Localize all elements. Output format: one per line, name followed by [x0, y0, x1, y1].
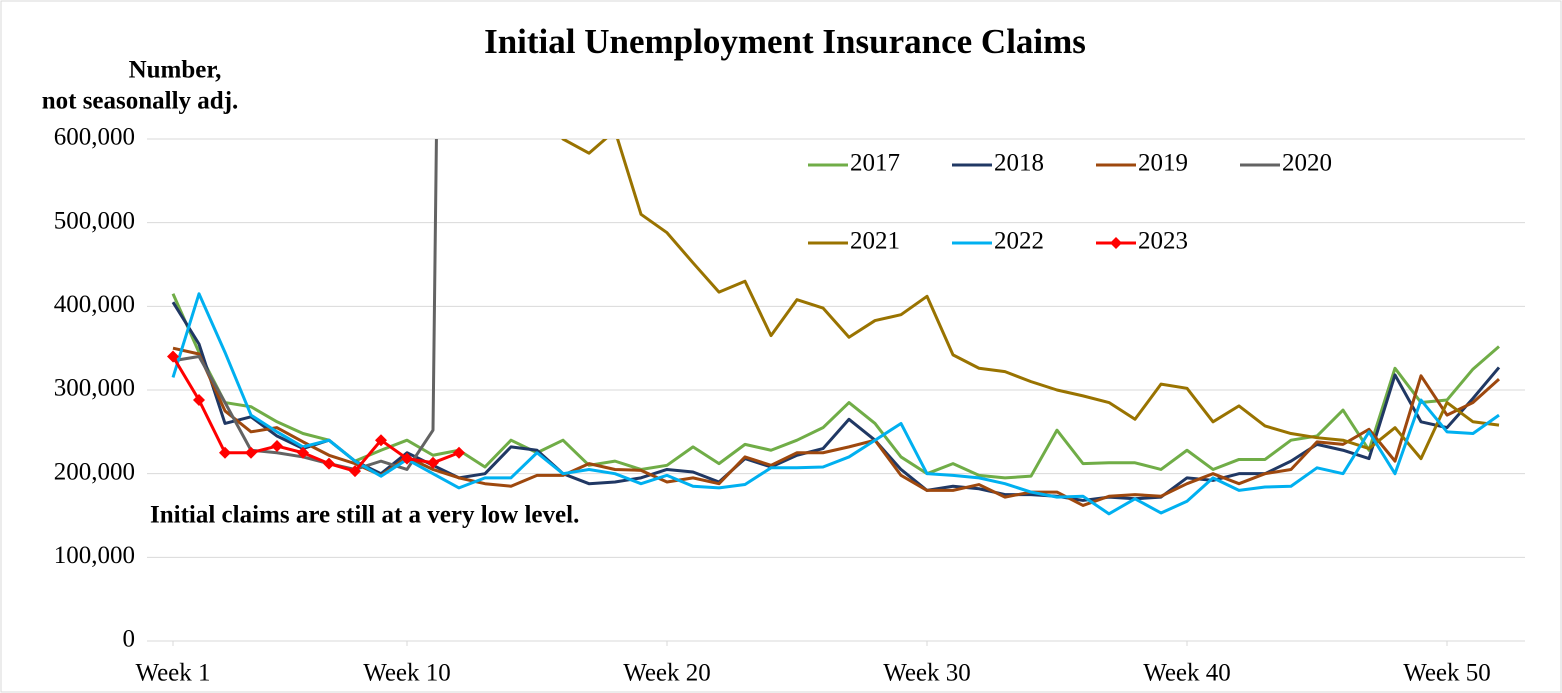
series-line [561, 139, 1500, 461]
data-point [453, 446, 465, 459]
y-tick-label: 400,000 [54, 291, 135, 318]
y-tick-label: 500,000 [54, 207, 135, 234]
y-axis-label: Number, [129, 57, 222, 84]
legend-label: 2022 [994, 228, 1044, 255]
y-tick-label: 100,000 [54, 542, 135, 569]
data-point [219, 446, 231, 459]
data-point [193, 394, 205, 407]
x-tick-label: Week 1 [135, 660, 210, 687]
series-line [171, 301, 1501, 502]
y-tick-label: 300,000 [54, 375, 135, 402]
x-tick-label: Week 50 [1403, 660, 1491, 687]
x-tick-label: Week 40 [1143, 660, 1231, 687]
legend-label: 2018 [994, 150, 1044, 177]
y-tick-label: 600,000 [54, 124, 135, 151]
y-tick-label: 200,000 [54, 458, 135, 485]
legend-label: 2023 [1138, 228, 1188, 255]
x-tick-label: Week 20 [623, 660, 711, 687]
y-axis-label: not seasonally adj. [42, 88, 239, 115]
data-point [297, 446, 309, 459]
legend-label: 2021 [850, 228, 900, 255]
data-point [167, 350, 179, 363]
data-point [427, 456, 439, 469]
chart-title: Initial Unemployment Insurance Claims [484, 22, 1086, 61]
legend-label: 2020 [1282, 150, 1332, 177]
data-point [401, 452, 413, 465]
data-point [323, 457, 335, 470]
series-line [171, 292, 1500, 516]
data-point [271, 440, 283, 453]
x-tick-label: Week 10 [363, 660, 451, 687]
x-tick-label: Week 30 [883, 660, 971, 687]
annotation: Initial claims are still at a very low l… [150, 502, 579, 529]
data-point [245, 446, 257, 459]
legend-label: 2017 [850, 150, 900, 177]
data-point [375, 434, 387, 447]
series-line [172, 139, 438, 471]
series-line [171, 293, 1500, 480]
y-tick-label: 0 [123, 626, 136, 653]
legend-marker [1110, 237, 1122, 249]
legend-label: 2019 [1138, 150, 1188, 177]
data-point [349, 465, 361, 478]
